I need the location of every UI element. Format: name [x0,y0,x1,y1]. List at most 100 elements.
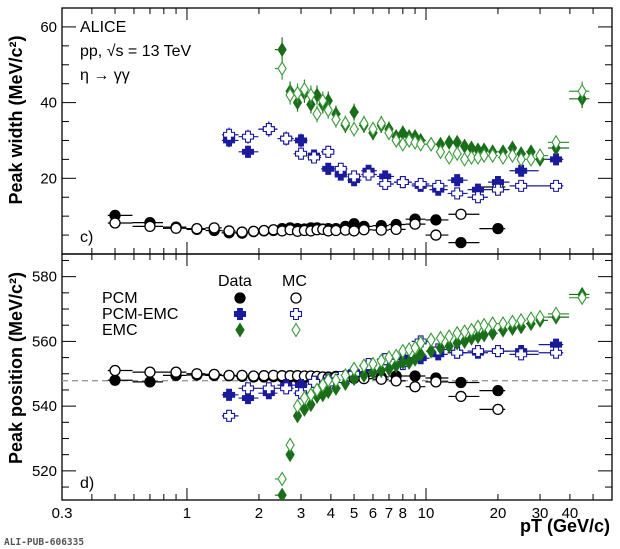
marker-cross [223,388,236,401]
marker-cross [294,134,308,147]
data-point [444,338,454,354]
marker-diamond [526,311,536,327]
marker-diamond [459,324,470,340]
data-point [452,325,462,341]
data-point [241,130,255,143]
data-point [348,170,361,183]
marker-cross [515,348,528,361]
data-point [376,353,386,369]
y-tick-label: 40 [40,95,57,112]
marker-circle [409,370,421,382]
data-point [455,376,467,389]
marker-diamond [416,335,426,351]
data-point [334,162,347,175]
marker-diamond [551,306,561,322]
series-pcm_mc [107,181,506,241]
marker-cross [515,179,528,192]
marker-cross [223,409,236,422]
data-point [444,149,454,166]
data-point [384,361,394,377]
data-point [362,168,375,181]
marker-circle [375,224,387,236]
marker-cross [348,170,361,183]
marker-diamond [306,396,316,413]
marker-diamond [292,398,303,414]
marker-diamond [384,125,394,141]
marker-cross [379,177,392,191]
series-emc_mc [274,57,590,167]
data-point [340,367,351,383]
axis-titles: ALICE pp, √s = 13 TeV η → γγ Peak width (Me… [6,19,610,536]
legend-marker-data [235,322,245,338]
marker-diamond [312,382,322,398]
marker-cross [362,168,375,181]
marker-cross [241,391,255,405]
marker-cross [414,177,427,191]
series-pcmemc_mc [221,121,564,204]
marker-diamond [516,151,526,167]
data-point [299,81,310,97]
marker-diamond [376,115,386,131]
marker-circle [144,220,156,233]
marker-cross [334,162,347,175]
data-point [430,214,442,226]
x-tick-label: 6 [369,505,377,522]
data-point [368,364,378,380]
data-point [451,174,464,187]
x-tick-label: 0.3 [52,505,73,522]
data-point [258,370,270,382]
x-tick-label: 10 [418,505,435,522]
data-point [349,371,359,387]
data-point [416,335,426,351]
data-point [285,447,295,463]
data-point [398,354,408,370]
data-point [277,471,287,487]
data-point [430,229,442,241]
data-point [507,148,518,164]
data-point [299,401,310,417]
legend-header-data: Data [218,273,252,290]
marker-diamond [331,380,341,396]
marker-diamond [312,106,322,122]
marker-cross [491,345,505,358]
publication-id-watermark: ALI-PUB-606335 [4,537,84,548]
marker-circle [191,222,203,235]
marker-diamond [535,148,545,164]
data-point [358,224,370,236]
data-point [306,396,316,413]
marker-diamond [459,333,470,349]
data-point [294,134,308,147]
data-point [323,372,333,388]
marker-diamond [331,112,341,128]
data-point [384,350,394,366]
marker-diamond [340,367,351,383]
data-point [516,151,526,167]
marker-circle [247,370,260,382]
data-point [262,123,275,136]
data-point [236,226,248,238]
data-point [444,134,454,150]
marker-circle [223,225,235,237]
data-point [280,382,293,395]
marker-diamond [359,367,369,383]
panel-label: d) [80,475,94,492]
marker-circle [455,208,467,220]
data-point [109,217,121,229]
marker-circle [236,226,248,238]
marker-diamond [349,121,359,137]
marker-diamond [376,362,386,379]
data-point [318,93,328,109]
data-point [577,290,587,306]
data-point [294,147,308,160]
data-point [471,345,485,358]
data-point [526,311,536,327]
marker-cross [223,128,236,141]
x-axis-title: pT (GeV/c) [520,516,610,536]
marker-cross [549,346,563,359]
x-tick-label: 40 [562,505,579,522]
data-point [549,179,563,192]
data-point [396,176,409,189]
marker-diamond [452,146,462,162]
